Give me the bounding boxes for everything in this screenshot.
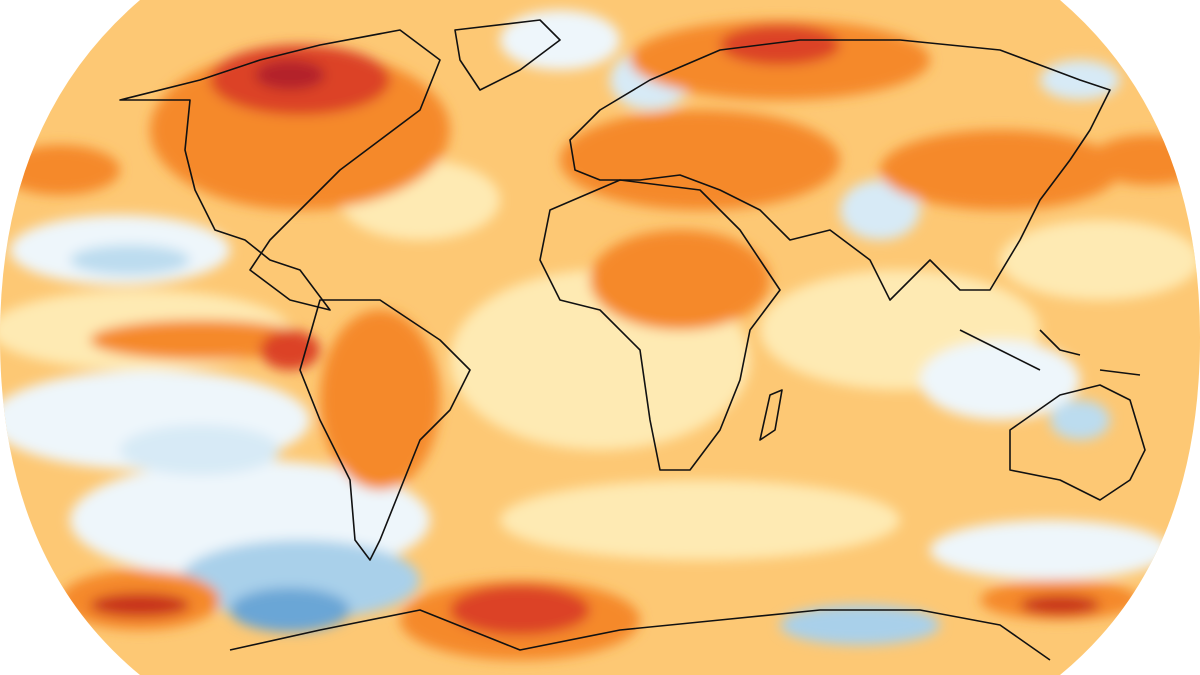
coastlines (119, 19, 1146, 661)
anomaly-shading (0, 10, 1200, 660)
